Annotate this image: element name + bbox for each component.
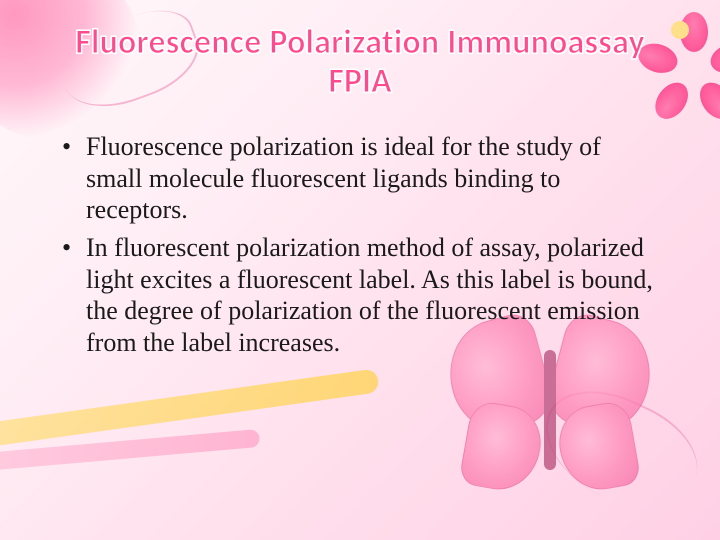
slide-body: Fluorescence polarization is ideal for t…	[0, 113, 720, 359]
ribbon-yellow-icon	[0, 368, 380, 447]
list-item: Fluorescence polarization is ideal for t…	[60, 131, 660, 226]
swirl-bottom-right-icon	[526, 371, 713, 529]
list-item: In fluorescent polarization method of as…	[60, 232, 660, 359]
slide-title-line1: Fluorescence Polarization Immunoassay	[40, 24, 680, 61]
bullet-text: Fluorescence polarization is ideal for t…	[86, 132, 601, 224]
presentation-slide: Fluorescence Polarization Immunoassay FP…	[0, 0, 720, 540]
ribbon-pink-icon	[0, 429, 260, 473]
slide-title-line2: FPIA	[40, 63, 680, 100]
bullet-text: In fluorescent polarization method of as…	[86, 233, 653, 357]
slide-title-block: Fluorescence Polarization Immunoassay FP…	[0, 0, 720, 113]
bullet-list: Fluorescence polarization is ideal for t…	[60, 131, 660, 359]
